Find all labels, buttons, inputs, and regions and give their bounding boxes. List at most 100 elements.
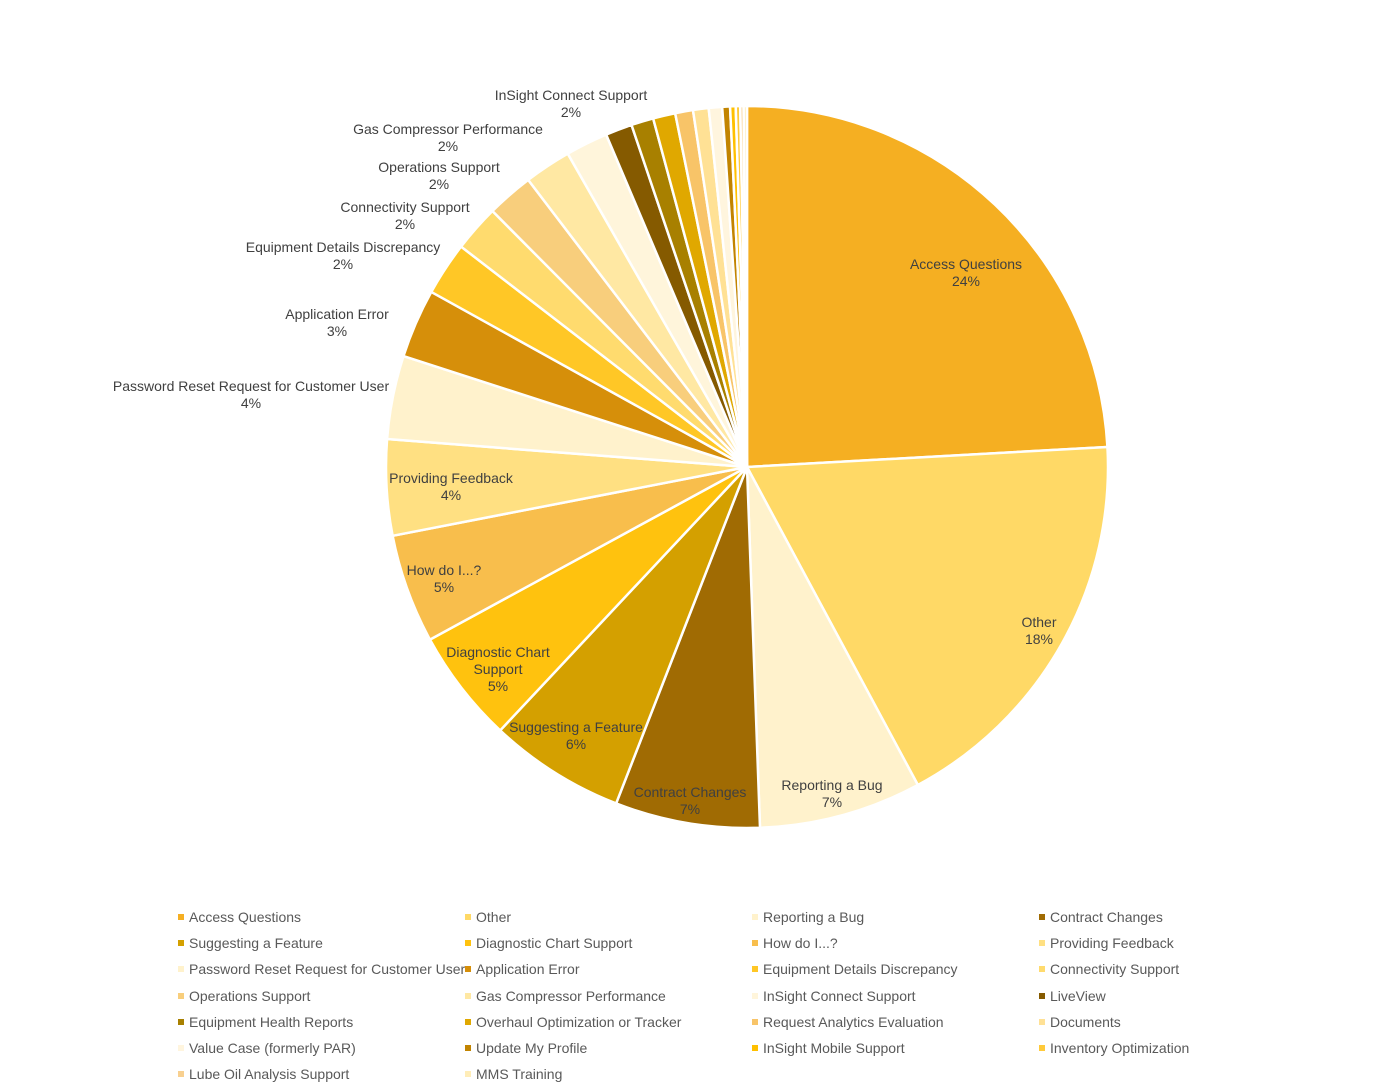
pie-slice xyxy=(614,465,762,830)
legend-item: Operations Support xyxy=(178,983,465,1009)
data-label: Suggesting a Feature 6% xyxy=(509,719,643,752)
legend-label: Reporting a Bug xyxy=(763,909,865,926)
legend-item: InSight Connect Support xyxy=(752,983,1039,1009)
legend-item: Equipment Health Reports xyxy=(178,1009,465,1035)
legend-label: Password Reset Request for Customer User xyxy=(189,961,466,978)
legend-item: Inventory Optimization xyxy=(1039,1035,1326,1061)
legend-label: Application Error xyxy=(476,961,580,978)
legend-item: Documents xyxy=(1039,1009,1326,1035)
legend-swatch xyxy=(1039,966,1045,973)
legend-label: Connectivity Support xyxy=(1050,961,1180,978)
legend-label: Value Case (formerly PAR) xyxy=(189,1040,356,1057)
legend-item: Equipment Details Discrepancy xyxy=(752,956,1039,982)
legend-item: Value Case (formerly PAR) xyxy=(178,1035,465,1061)
legend-label: Update My Profile xyxy=(476,1040,588,1057)
legend-label: Diagnostic Chart Support xyxy=(476,935,633,952)
legend-item: Connectivity Support xyxy=(1039,956,1326,982)
data-label: Contract Changes 7% xyxy=(634,784,747,817)
pie-slice xyxy=(498,465,749,805)
legend-label: Request Analytics Evaluation xyxy=(763,1013,944,1030)
legend-label: Other xyxy=(476,909,512,926)
data-label: Equipment Details Discrepancy 2% xyxy=(246,239,441,272)
pie-slice xyxy=(745,445,1110,787)
legend-label: Operations Support xyxy=(189,987,311,1004)
legend-label: Documents xyxy=(1050,1013,1121,1030)
data-label: Access Questions 24% xyxy=(910,256,1022,289)
pie-chart: Access Questions 24% Other 18% Reporting a B… xyxy=(113,87,1110,830)
legend-label: Equipment Details Discrepancy xyxy=(763,961,958,978)
legend-label: Equipment Health Reports xyxy=(189,1013,354,1030)
legend-item: Other xyxy=(465,904,752,930)
legend-item: Suggesting a Feature xyxy=(178,930,465,956)
legend-label: Access Questions xyxy=(189,909,302,926)
legend-swatch xyxy=(465,914,471,921)
legend-swatch xyxy=(752,1018,758,1025)
data-label: How do I...? 5% xyxy=(407,562,482,595)
data-label: Application Error 3% xyxy=(285,306,389,339)
legend-swatch xyxy=(1039,940,1045,947)
legend-item: Update My Profile xyxy=(465,1035,752,1061)
data-label: Gas Compressor Performance 2% xyxy=(353,121,543,154)
legend-swatch xyxy=(178,940,184,947)
legend-swatch xyxy=(465,1071,471,1078)
legend-item: InSight Mobile Support xyxy=(752,1035,1039,1061)
pie-slice xyxy=(745,104,1109,469)
legend-swatch xyxy=(178,914,184,921)
legend-label: Suggesting a Feature xyxy=(189,935,323,952)
legend-item: Reporting a Bug xyxy=(752,904,1039,930)
legend-label: Inventory Optimization xyxy=(1050,1040,1190,1057)
pie-slice xyxy=(742,104,749,469)
legend-swatch xyxy=(752,940,758,947)
legend-swatch xyxy=(752,966,758,973)
legend-label: MMS Training xyxy=(476,1066,563,1083)
legend-item: Access Questions xyxy=(178,904,465,930)
legend-label: Contract Changes xyxy=(1050,909,1163,926)
legend-swatch xyxy=(465,992,471,999)
data-label: InSight Connect Support 2% xyxy=(495,87,648,120)
legend-item: MMS Training xyxy=(465,1061,752,1087)
data-label: Connectivity Support 2% xyxy=(340,199,469,232)
legend-item: Contract Changes xyxy=(1039,904,1326,930)
data-label: Reporting a Bug 7% xyxy=(781,777,882,810)
legend-swatch xyxy=(1039,914,1045,921)
legend-item: Diagnostic Chart Support xyxy=(465,930,752,956)
legend-swatch xyxy=(465,1018,471,1025)
data-label: Other 18% xyxy=(1021,614,1056,647)
legend-swatch xyxy=(465,966,471,973)
data-label: Providing Feedback 4% xyxy=(389,470,514,503)
legend-item: Password Reset Request for Customer User xyxy=(178,956,465,982)
data-label: Password Reset Request for Customer User… xyxy=(113,378,390,411)
data-label: Operations Support 2% xyxy=(378,159,500,192)
legend-swatch xyxy=(752,914,758,921)
legend-label: InSight Connect Support xyxy=(763,987,916,1004)
legend-swatch xyxy=(178,992,184,999)
data-label: Diagnostic Chart Support 5% xyxy=(446,644,550,694)
legend-label: How do I...? xyxy=(763,935,838,952)
legend-label: LiveView xyxy=(1050,987,1106,1004)
legend-item: Request Analytics Evaluation xyxy=(752,1009,1039,1035)
legend-item: Providing Feedback xyxy=(1039,930,1326,956)
legend: Access Questions Other Reporting a Bug Cont… xyxy=(178,904,1328,1087)
legend-swatch xyxy=(752,1045,758,1052)
legend-swatch xyxy=(1039,992,1045,999)
legend-swatch xyxy=(465,1045,471,1052)
legend-swatch xyxy=(178,1018,184,1025)
legend-label: Overhaul Optimization or Tracker xyxy=(476,1013,682,1030)
legend-swatch xyxy=(1039,1018,1045,1025)
legend-item: Lube Oil Analysis Support xyxy=(178,1061,465,1087)
legend-swatch xyxy=(178,1045,184,1052)
legend-swatch xyxy=(1039,1045,1045,1052)
legend-item: Application Error xyxy=(465,956,752,982)
legend-label: Gas Compressor Performance xyxy=(476,987,666,1004)
legend-label: Lube Oil Analysis Support xyxy=(189,1066,350,1083)
legend-item: Overhaul Optimization or Tracker xyxy=(465,1009,752,1035)
legend-swatch xyxy=(178,966,184,973)
legend-label: InSight Mobile Support xyxy=(763,1040,905,1057)
legend-label: Providing Feedback xyxy=(1050,935,1174,952)
legend-swatch xyxy=(752,992,758,999)
pie-slice xyxy=(745,465,920,830)
legend-swatch xyxy=(178,1071,184,1078)
legend-item: How do I...? xyxy=(752,930,1039,956)
legend-item: LiveView xyxy=(1039,983,1326,1009)
legend-item: Gas Compressor Performance xyxy=(465,983,752,1009)
